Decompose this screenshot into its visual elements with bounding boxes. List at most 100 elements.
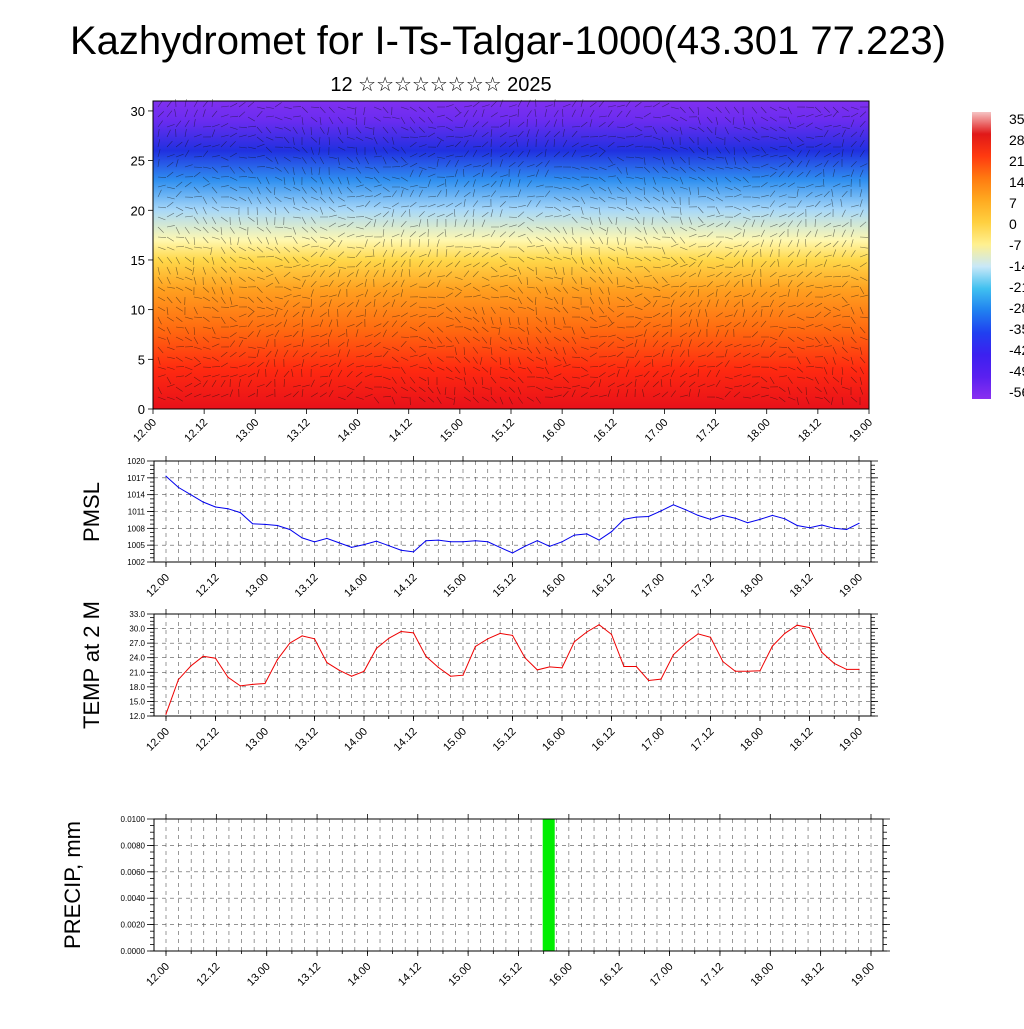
y-tick-label: 20: [131, 203, 145, 218]
colorbar-label: -7: [1009, 237, 1022, 253]
series-point: [177, 679, 179, 681]
x-tick-label: 12.00: [144, 572, 172, 600]
colorbar-label: 28: [1009, 132, 1024, 148]
x-tick-label: 13.00: [243, 726, 271, 754]
series-point: [610, 531, 613, 533]
series-point: [351, 675, 353, 677]
series-point: [351, 546, 353, 549]
x-tick-label: 15.12: [491, 572, 519, 600]
series-point: [747, 670, 749, 672]
series-point: [338, 669, 340, 671]
colorbar-bar: [972, 112, 991, 399]
wind-barbs: [157, 98, 869, 406]
series-point: [623, 665, 625, 668]
x-tick-label: 15.00: [446, 961, 474, 989]
colorbar-label: -49: [1009, 363, 1024, 379]
x-tick-label: 14.00: [336, 417, 364, 445]
x-tick-label: 15.12: [491, 726, 519, 754]
x-tick-label: 13.12: [293, 572, 321, 600]
x-tick-label: 16.00: [540, 726, 568, 754]
y-tick-label: 1002: [127, 558, 145, 567]
x-tick-label: 14.12: [392, 726, 420, 754]
series-point: [672, 504, 675, 506]
y-tick-label: 0.0080: [121, 841, 146, 850]
pmsl-panel: 1002 1005 1008 1011 1014 1017 1020 12.00 12.12 13…: [79, 456, 878, 600]
y-tick-label: 0.0040: [121, 894, 146, 903]
series-point: [425, 540, 427, 542]
x-tick-label: 13.12: [295, 961, 323, 989]
x-tick-label: 12.00: [131, 417, 159, 445]
series-point: [697, 633, 699, 635]
x-tick-label: 13.12: [293, 726, 321, 754]
x-tick-label: 19.00: [849, 961, 877, 989]
colorbar-label: -21: [1009, 279, 1024, 295]
series-point: [276, 659, 278, 661]
series-point: [635, 516, 637, 518]
y-axis-label: PRECIP, mm: [60, 821, 85, 949]
series-point: [487, 638, 489, 640]
series-point: [412, 632, 415, 634]
y-tick-label: 0.0020: [121, 921, 146, 930]
series-point: [326, 537, 328, 540]
y-tick-label: 1005: [127, 541, 145, 550]
x-tick-label: 12.12: [194, 572, 222, 600]
x-tick-label: 15.00: [438, 417, 466, 445]
x-tick-label: 18.00: [738, 572, 766, 600]
series-point: [301, 635, 303, 637]
colorbar: 35 28 21 14 7 0 -7 -14 -21 -28 -35 -42 -49 -56: [972, 111, 1024, 400]
series-point: [301, 537, 303, 539]
heatmap-field: [153, 101, 869, 409]
series-point: [660, 510, 662, 512]
series-point: [648, 515, 650, 518]
colorbar-label: -14: [1009, 258, 1024, 274]
series-point: [313, 541, 316, 543]
x-tick-label: 17.12: [689, 572, 717, 600]
x-tick-label: 16.12: [597, 961, 625, 989]
x-tick-label: 13.12: [285, 417, 313, 445]
y-tick-label: 25: [131, 154, 145, 169]
series-point: [474, 645, 476, 648]
series-point: [709, 636, 712, 638]
colorbar-label: 7: [1009, 195, 1017, 211]
x-tick-label: 17.12: [694, 417, 722, 445]
series-point: [264, 523, 266, 526]
series-point: [586, 533, 588, 535]
series-point: [214, 657, 217, 659]
x-tick-label: 14.12: [387, 417, 415, 445]
y-tick-label: 10: [131, 303, 145, 318]
series-point: [660, 678, 662, 680]
series-point: [672, 654, 675, 656]
y-tick-label: 1011: [128, 508, 146, 517]
x-tick-label: 14.00: [346, 961, 374, 989]
series-point: [598, 624, 600, 626]
y-tick-label: 0.0060: [121, 868, 146, 877]
y-tick-label: 1014: [127, 491, 145, 500]
x-tick-label: 15.00: [441, 572, 469, 600]
series-point: [821, 651, 823, 654]
page-subtitle: 12 ☆☆☆☆☆☆☆☆ 2025: [330, 74, 551, 96]
series-point: [499, 632, 501, 635]
x-tick-label: 14.00: [342, 726, 370, 754]
page-title: Kazhydromet for I-Ts-Talgar-1000(43.301 …: [70, 19, 946, 63]
series-point: [722, 661, 724, 663]
series-point: [202, 501, 204, 503]
x-tick-label: 18.12: [788, 726, 816, 754]
x-tick-label: 18.00: [745, 417, 773, 445]
y-tick-label: 18.0: [129, 683, 145, 692]
series-point: [648, 679, 650, 682]
y-tick-label: 21.0: [129, 668, 145, 677]
series-point: [796, 524, 798, 527]
x-tick-label: 16.12: [590, 726, 618, 754]
y-tick-label: 1017: [127, 474, 145, 483]
y-tick-label: 0.0000: [121, 947, 146, 956]
series-point: [722, 514, 724, 517]
series-point: [462, 541, 464, 543]
series-point: [252, 523, 254, 525]
x-tick-label: 16.12: [591, 417, 619, 445]
series-point: [623, 518, 625, 521]
series-point: [610, 633, 613, 636]
colorbar-label: -28: [1009, 300, 1024, 316]
series-point: [326, 662, 328, 664]
x-tick-label: 18.12: [788, 572, 816, 600]
series-point: [511, 634, 514, 637]
